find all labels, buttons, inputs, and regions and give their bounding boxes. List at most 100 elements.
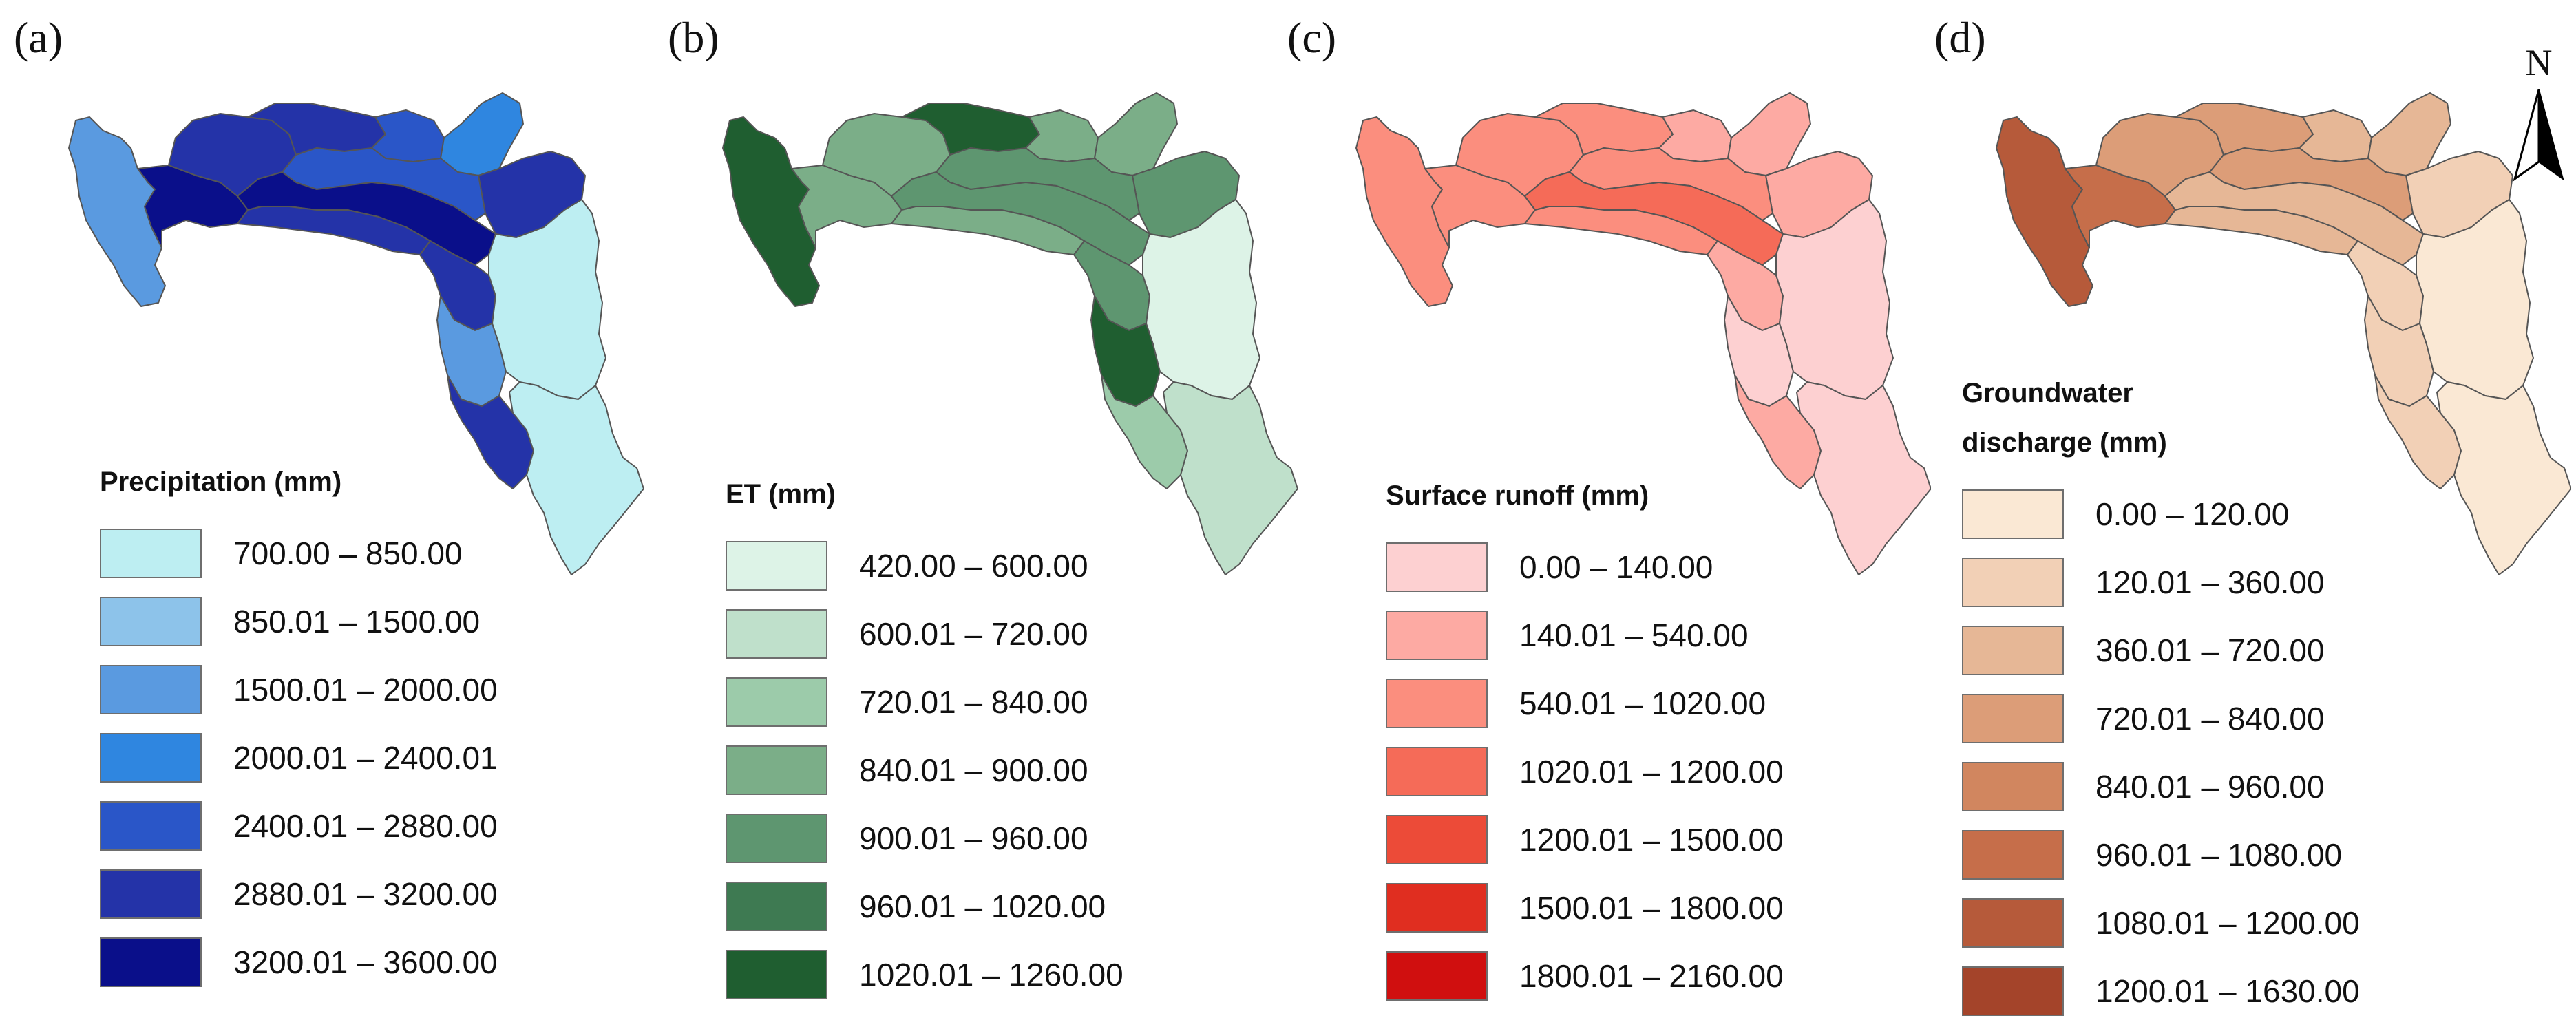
legend-item: 120.01 – 360.00 (1962, 548, 2360, 616)
legend-item: 0.00 – 140.00 (1386, 533, 1784, 601)
legend-swatch (1386, 542, 1488, 592)
panel-et: (b) ET (mm) 420.00 – 600.00 600.01 – 720… (654, 0, 1298, 1029)
surface-runoff-map (1355, 92, 1931, 575)
legend-item: 3200.01 – 3600.00 (100, 928, 498, 996)
panel-label: (c) (1287, 13, 1337, 62)
legend-item: 540.01 – 1020.00 (1386, 669, 1784, 737)
legend-label: 1020.01 – 1200.00 (1519, 753, 1784, 789)
legend-label: 850.01 – 1500.00 (233, 603, 481, 639)
legend-label: 3200.01 – 3600.00 (233, 944, 498, 980)
legend-item: 700.00 – 850.00 (100, 519, 498, 587)
subbasin-west-a (1355, 116, 1453, 307)
legend-swatch (100, 664, 202, 714)
legend-item: 1500.01 – 2000.00 (100, 655, 498, 723)
north-arrow-icon (2513, 89, 2564, 182)
panel-label: (d) (1934, 13, 1986, 62)
groundwater-discharge-map (1996, 92, 2571, 575)
legend-item: 960.01 – 1080.00 (1962, 820, 2360, 889)
legend-item: 840.01 – 900.00 (726, 736, 1123, 804)
legend-item: 850.01 – 1500.00 (100, 587, 498, 655)
legend-item: 1020.01 – 1260.00 (726, 940, 1123, 1008)
panel-groundwater-discharge: (d) Groundwater discharge (mm) 0.00 – 12… (1928, 0, 2571, 1029)
legend-swatch (1962, 829, 2064, 880)
legend-item: 720.01 – 840.00 (726, 668, 1123, 736)
legend-label: 120.01 – 360.00 (2095, 564, 2325, 600)
subbasin-east-south (1163, 381, 1298, 575)
legend-label: 0.00 – 140.00 (1519, 549, 1713, 585)
legend-swatch (1962, 693, 2064, 743)
subbasin-west-a (68, 116, 166, 307)
legend-title: Precipitation (mm) (100, 467, 342, 497)
legend-swatch (1386, 951, 1488, 1001)
subbasin-east-south (509, 381, 644, 575)
legend-swatch (1386, 678, 1488, 728)
legend-item: 720.01 – 840.00 (1962, 684, 2360, 752)
legend-item: 840.01 – 960.00 (1962, 752, 2360, 820)
legend-label: 360.01 – 720.00 (2095, 632, 2325, 668)
legend-item: 1200.01 – 1500.00 (1386, 805, 1784, 873)
legend-swatch (1962, 489, 2064, 539)
legend-label: 960.01 – 1080.00 (2095, 836, 2343, 873)
legend-label: 1800.01 – 2160.00 (1519, 957, 1784, 994)
panel-label: (b) (668, 13, 719, 62)
legend-swatch (1962, 761, 2064, 811)
panel-surface-runoff: (c) Surface runoff (mm) 0.00 – 140.00 14… (1287, 0, 1931, 1029)
legend-label: 2880.01 – 3200.00 (233, 876, 498, 912)
legend-swatch (1386, 814, 1488, 864)
legend-label: 1500.01 – 2000.00 (233, 671, 498, 708)
legend-swatch (1386, 746, 1488, 796)
legend-title: Surface runoff (mm) (1386, 480, 1649, 511)
legend-swatch (100, 596, 202, 646)
legend-label: 960.01 – 1020.00 (859, 888, 1106, 924)
legend-label: 840.01 – 900.00 (859, 752, 1088, 788)
legend-swatch (100, 732, 202, 783)
legend-label: 1020.01 – 1260.00 (859, 956, 1123, 993)
legend-swatch (726, 881, 827, 931)
legend-label: 900.01 – 960.00 (859, 820, 1088, 856)
et-map (722, 92, 1298, 575)
north-letter: N (2525, 42, 2553, 83)
legend-item: 1200.01 – 1630.00 (1962, 957, 2360, 1025)
legend-swatch (100, 869, 202, 919)
legend-swatch (100, 800, 202, 851)
legend-swatch (726, 677, 827, 727)
legend-label: 420.00 – 600.00 (859, 547, 1088, 584)
legend-label: 1200.01 – 1500.00 (1519, 821, 1784, 858)
legend-label: 600.01 – 720.00 (859, 615, 1088, 652)
legend-label: 140.01 – 540.00 (1519, 617, 1749, 653)
legend-label: 1200.01 – 1630.00 (2095, 973, 2360, 1009)
legend-label: 540.01 – 1020.00 (1519, 685, 1766, 721)
subbasin-west-a (722, 116, 820, 307)
subbasin-west-a (1996, 116, 2093, 307)
legend-label: 1080.01 – 1200.00 (2095, 904, 2360, 941)
legend-label: 700.00 – 850.00 (233, 535, 463, 571)
panel-precipitation: (a) Precipitation (mm) 700.00 – 850.00 8… (0, 0, 644, 1029)
legend-label: 2000.01 – 2400.01 (233, 739, 498, 776)
precipitation-map (68, 92, 644, 575)
legend-swatch (1962, 557, 2064, 607)
legend-item: 2880.01 – 3200.00 (100, 860, 498, 928)
legend-item: 2000.01 – 2400.01 (100, 723, 498, 792)
legend-swatch (726, 949, 827, 999)
legend-swatch (1962, 898, 2064, 948)
legend-item: 0.00 – 120.00 (1962, 480, 2360, 548)
legend: Groundwater discharge (mm) 0.00 – 120.00… (1962, 368, 2360, 1025)
subbasin-east-south (2436, 381, 2571, 575)
legend-item: 1500.01 – 1800.00 (1386, 873, 1784, 942)
panel-label: (a) (14, 13, 63, 62)
legend-item: 140.01 – 540.00 (1386, 601, 1784, 669)
legend: ET (mm) 420.00 – 600.00 600.01 – 720.00 … (726, 469, 1123, 1008)
legend-title: Groundwater discharge (mm) (1962, 378, 2167, 458)
legend: Surface runoff (mm) 0.00 – 140.00 140.01… (1386, 471, 1784, 1010)
legend-item: 600.01 – 720.00 (726, 600, 1123, 668)
legend-label: 0.00 – 120.00 (2095, 496, 2290, 532)
legend-item: 1080.01 – 1200.00 (1962, 889, 2360, 957)
legend-swatch (1962, 966, 2064, 1016)
legend-swatch (100, 528, 202, 578)
legend-label: 840.01 – 960.00 (2095, 768, 2325, 805)
legend-label: 720.01 – 840.00 (859, 683, 1088, 720)
legend-swatch (1386, 610, 1488, 660)
legend-swatch (726, 745, 827, 795)
subbasin-east-south (1796, 381, 1931, 575)
legend-item: 2400.01 – 2880.00 (100, 792, 498, 860)
